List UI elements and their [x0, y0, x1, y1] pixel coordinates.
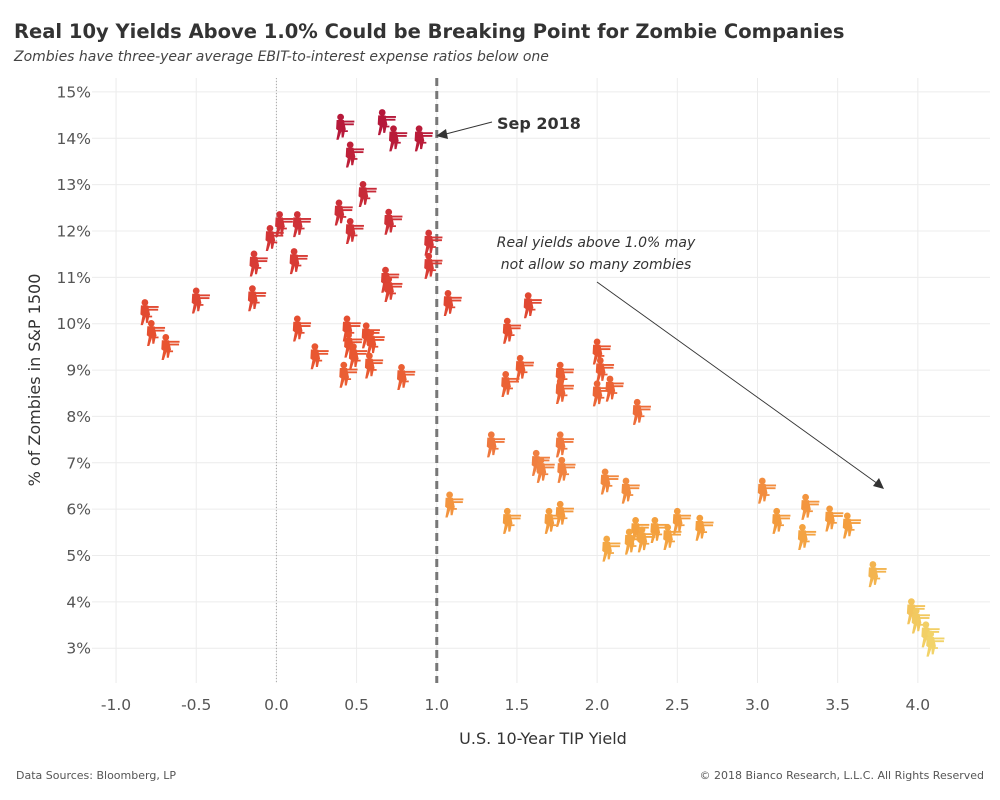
x-axis-title: U.S. 10-Year TIP Yield: [459, 729, 627, 748]
zombie-icon: [502, 317, 522, 344]
zombie-icon: [797, 524, 817, 551]
zombie-icon: [191, 287, 210, 314]
zombie-icon: [247, 285, 267, 312]
x-tick-label: -0.5: [181, 696, 211, 714]
y-tick-label: 14%: [57, 130, 91, 148]
y-tick-label: 5%: [66, 547, 91, 565]
zombie-icon: [161, 333, 180, 360]
annotation-real-yields-line-2: not allow so many zombies: [501, 257, 692, 273]
x-tick-label: 2.5: [665, 696, 690, 714]
zombie-icon: [600, 468, 619, 495]
zombie-icon: [292, 211, 312, 238]
copyright-note: © 2018 Bianco Research, L.L.C. All Right…: [699, 769, 984, 782]
zombie-icon: [602, 535, 621, 562]
zombie-icon: [502, 507, 522, 534]
zombie-icon: [384, 276, 403, 303]
zombie-icon: [757, 477, 777, 504]
zombie-icon: [632, 398, 651, 425]
zombie-icon: [621, 477, 640, 504]
x-axis-ticks: -1.0 -0.5 0.0 0.5 1.0 1.5 2.0 2.5 3.0 3.5 4.0: [101, 696, 930, 714]
annotation-sep-2018-arrowhead: [436, 129, 448, 139]
data-source-note: Data Sources: Bloomberg, LP: [16, 769, 177, 782]
zombie-icon: [289, 248, 308, 275]
zombie-icon: [515, 354, 534, 381]
x-tick-label: 3.0: [745, 696, 770, 714]
y-tick-label: 10%: [57, 315, 91, 333]
x-tick-label: 3.5: [825, 696, 850, 714]
y-tick-label: 8%: [66, 408, 91, 426]
chart-grid: [92, 78, 990, 683]
zombie-icon: [801, 493, 820, 520]
y-tick-label: 4%: [66, 593, 91, 611]
y-tick-label: 3%: [66, 640, 91, 658]
chart-title: Real 10y Yields Above 1.0% Could be Brea…: [14, 20, 845, 43]
zombie-icon: [868, 561, 887, 588]
x-tick-label: 4.0: [906, 696, 931, 714]
zombie-icon: [555, 431, 574, 458]
zombie-icon: [486, 431, 506, 458]
zombie-icon: [443, 289, 462, 316]
zombie-icon: [364, 352, 384, 379]
y-axis-title: % of Zombies in S&P 1500: [25, 274, 44, 487]
annotation-sep-2018: Sep 2018: [497, 114, 581, 133]
y-tick-label: 7%: [66, 454, 91, 472]
y-tick-label: 12%: [57, 222, 91, 240]
zombie-icon: [397, 364, 416, 391]
y-axis-ticks: 3% 4% 5% 6% 7% 8% 9% 10% 11% 12% 13% 14% 15%: [57, 83, 91, 657]
zombie-icon: [523, 292, 542, 319]
x-tick-label: 0.0: [264, 696, 289, 714]
data-points: [140, 109, 945, 657]
zombie-icon: [249, 250, 268, 277]
zombie-icon: [555, 500, 574, 527]
x-tick-label: -1.0: [101, 696, 131, 714]
x-tick-label: 1.5: [505, 696, 530, 714]
zombie-icon: [310, 343, 329, 370]
zombie-icon: [772, 507, 791, 534]
annotation-real-yields-line-1: Real yields above 1.0% may: [497, 235, 696, 251]
annotation-real-yields-arrow: [596, 281, 879, 485]
zombie-icon: [557, 456, 576, 483]
x-tick-label: 1.0: [424, 696, 449, 714]
y-tick-label: 9%: [66, 362, 91, 380]
zombie-icon: [424, 229, 443, 256]
zombie-icon: [342, 315, 361, 342]
x-tick-label: 2.0: [585, 696, 610, 714]
zombie-icon: [336, 113, 355, 140]
y-tick-label: 13%: [57, 176, 91, 194]
zombie-icon: [292, 315, 312, 342]
zombie-icon: [555, 377, 574, 404]
zombie-icon: [424, 252, 443, 279]
x-tick-label: 0.5: [344, 696, 369, 714]
zombie-icon: [672, 507, 692, 534]
zombie-icon: [345, 141, 364, 168]
y-tick-label: 11%: [57, 269, 91, 287]
zombie-icon: [842, 512, 862, 539]
annotation-sep-2018-arrow: [441, 121, 493, 136]
zombie-icon: [926, 630, 945, 657]
y-tick-label: 15%: [57, 83, 91, 101]
y-tick-label: 6%: [66, 501, 91, 519]
zombie-icon: [445, 491, 464, 518]
annotation-real-yields-arrowhead: [873, 478, 884, 489]
chart-subtitle: Zombies have three-year average EBIT-to-…: [14, 49, 549, 65]
zombie-icon: [695, 514, 714, 541]
